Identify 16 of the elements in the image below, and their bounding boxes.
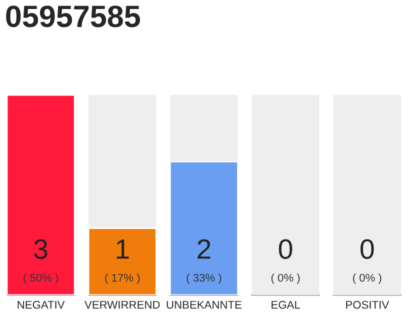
data-label: 1 (116, 240, 129, 259)
x-tick-label: POSITIV (346, 300, 390, 309)
annotation: ( 50% ) (24, 274, 58, 284)
annotation: ( 33% ) (186, 274, 222, 284)
chart-title: 05957585 (6, 6, 140, 28)
x-tick-label: UNBEKANNTE (166, 300, 242, 309)
x-tick-label: NEGATIV (18, 300, 65, 309)
annotation: ( 17% ) (105, 274, 140, 284)
data-label: 2 (198, 239, 210, 259)
data-label: 0 (278, 239, 292, 259)
data-label: 0 (360, 239, 374, 259)
annotation: ( 0% ) (353, 274, 382, 284)
x-tick-label: EGAL (272, 300, 300, 309)
data-label: 3 (34, 239, 48, 259)
x-tick-label: VERWIRREND (84, 300, 160, 309)
annotation: ( 0% ) (271, 274, 300, 284)
